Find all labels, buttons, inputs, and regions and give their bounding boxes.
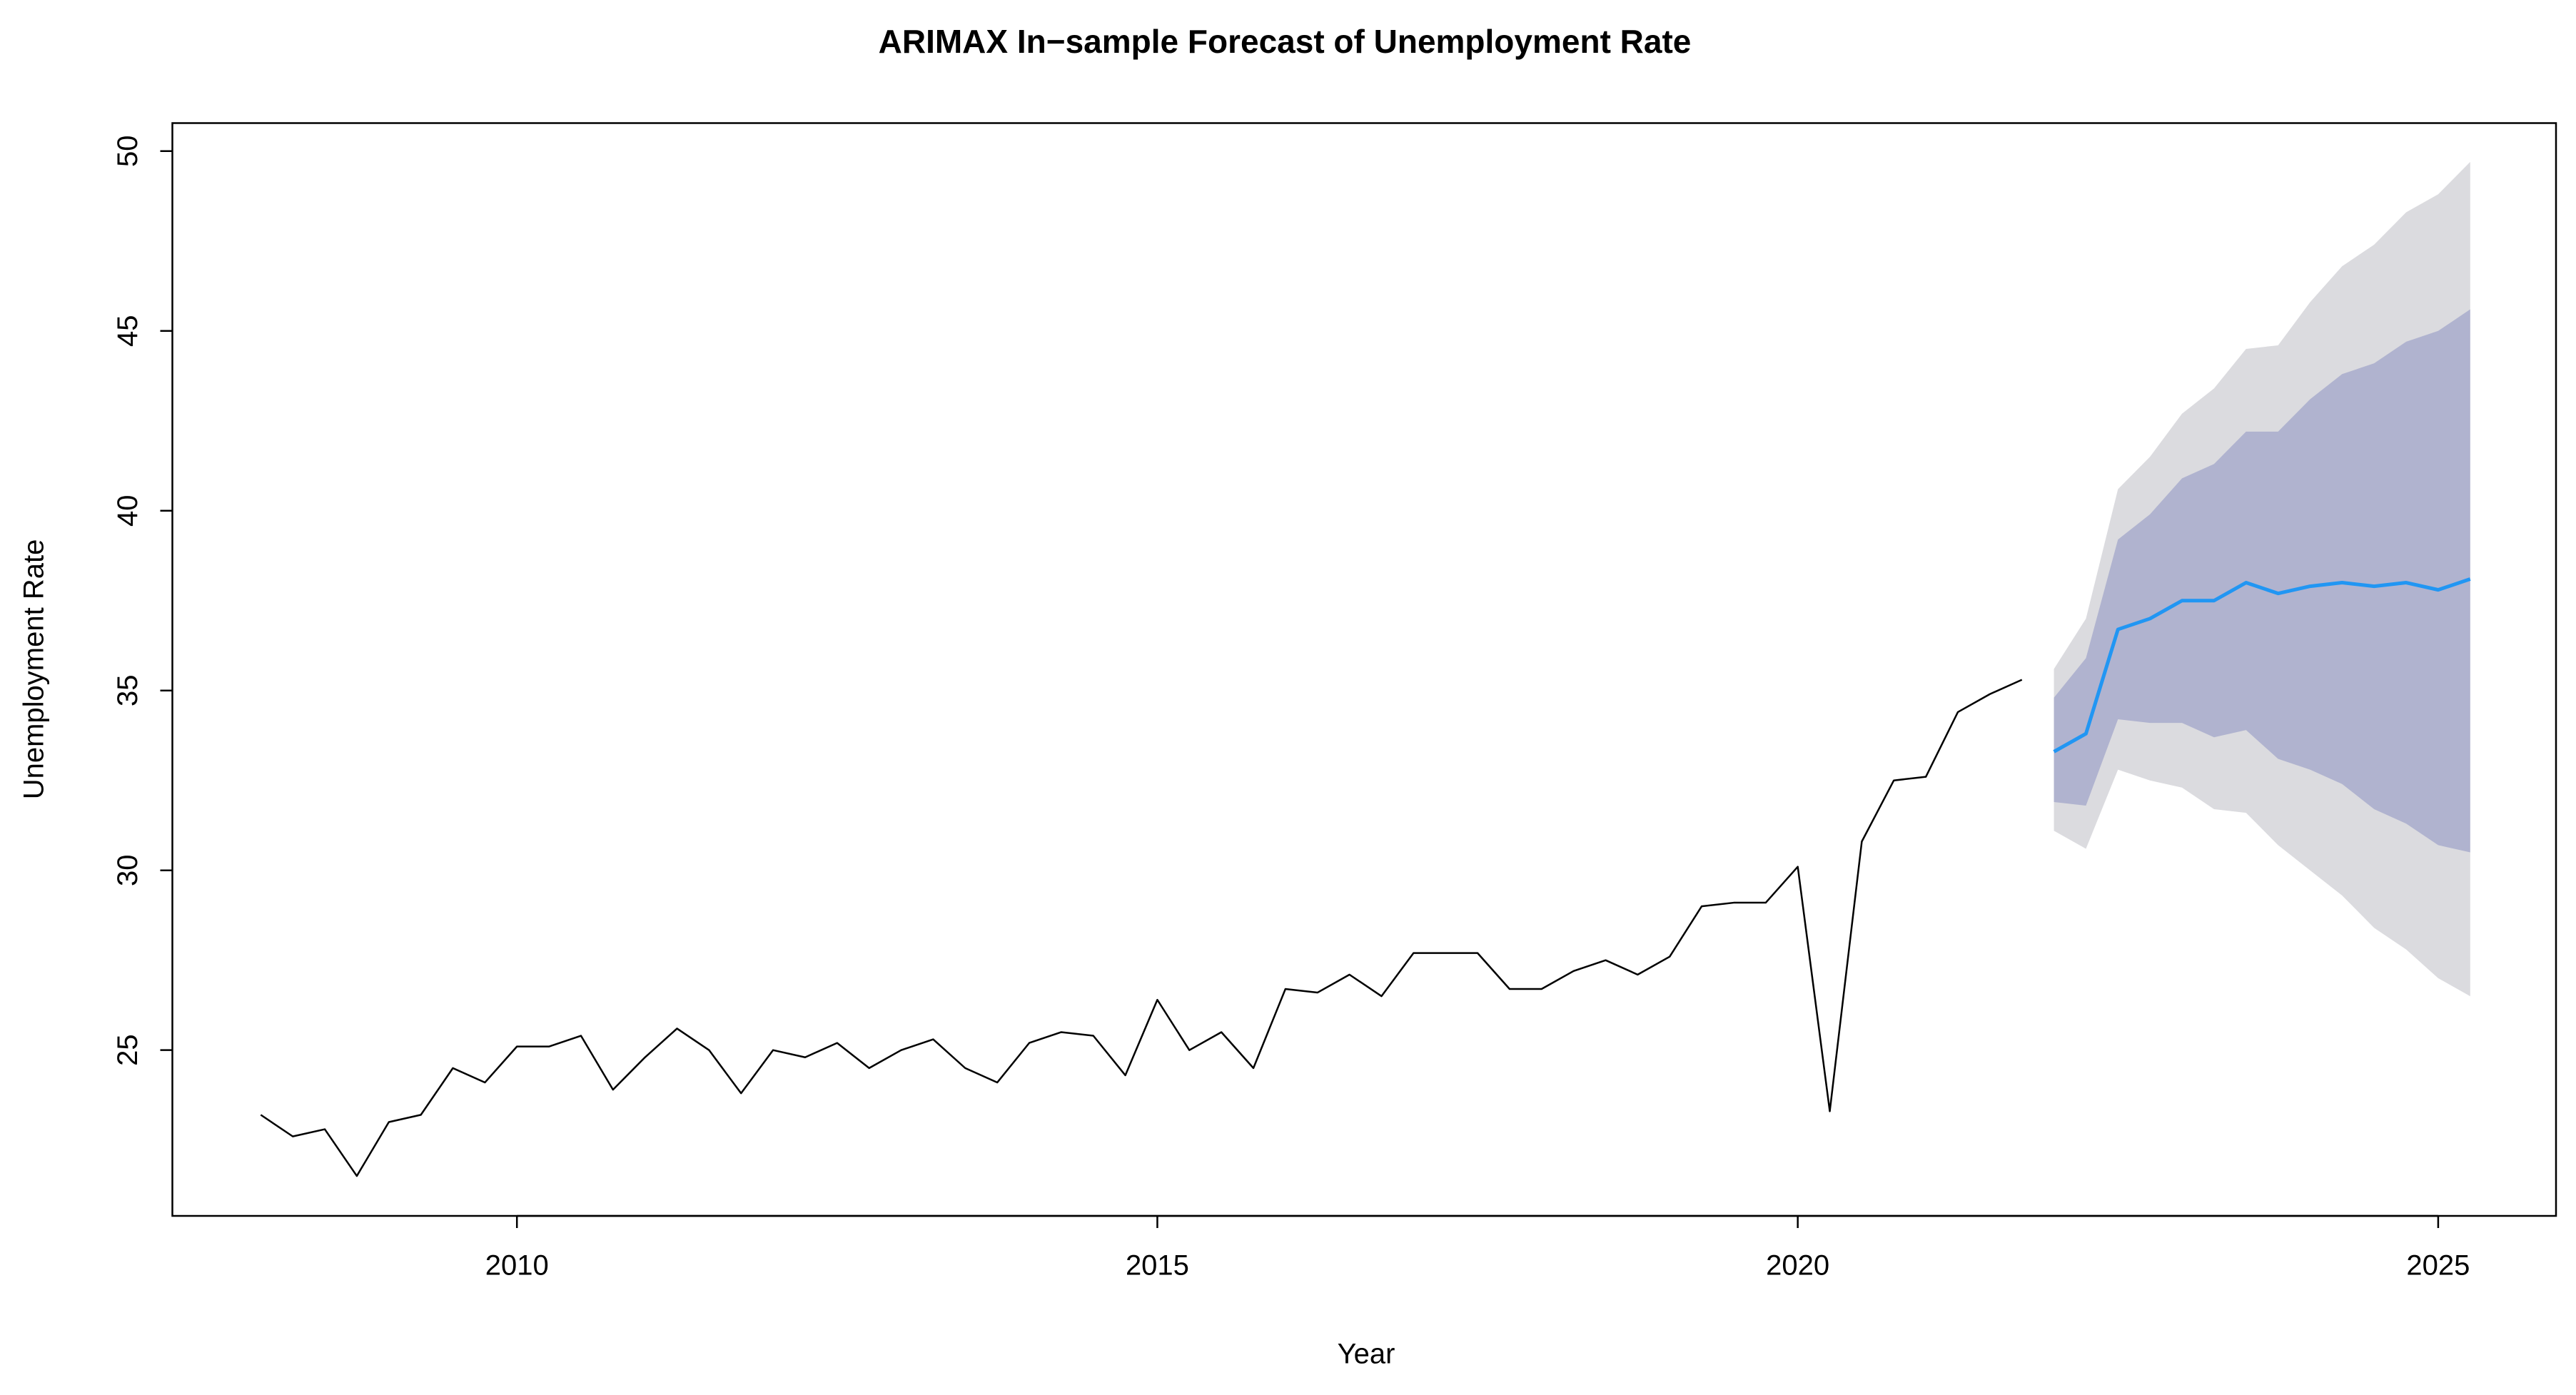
series-line — [2053, 577, 2471, 754]
x-tick-label: 2015 — [1126, 1250, 1189, 1282]
y-tick-label: 35 — [112, 674, 143, 706]
y-axis-label: Unemployment Rate — [19, 539, 50, 800]
forecast-band — [2054, 309, 2470, 853]
y-tick-label: 25 — [112, 1034, 143, 1066]
x-tick-label: 2020 — [1766, 1250, 1829, 1282]
y-tick-label: 40 — [112, 495, 143, 527]
x-axis-label: Year — [1338, 1339, 1395, 1370]
y-tick-label: 30 — [112, 854, 143, 886]
y-tick-label: 50 — [112, 136, 143, 168]
y-tick-label: 45 — [112, 315, 143, 348]
x-tick-label: 2025 — [2406, 1250, 2470, 1282]
chart-title: ARIMAX In−sample Forecast of Unemploymen… — [879, 23, 1692, 60]
x-tick-label: 2010 — [485, 1250, 549, 1282]
series-line — [260, 679, 2023, 1177]
